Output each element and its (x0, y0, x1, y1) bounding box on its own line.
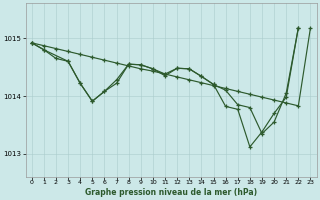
X-axis label: Graphe pression niveau de la mer (hPa): Graphe pression niveau de la mer (hPa) (85, 188, 257, 197)
